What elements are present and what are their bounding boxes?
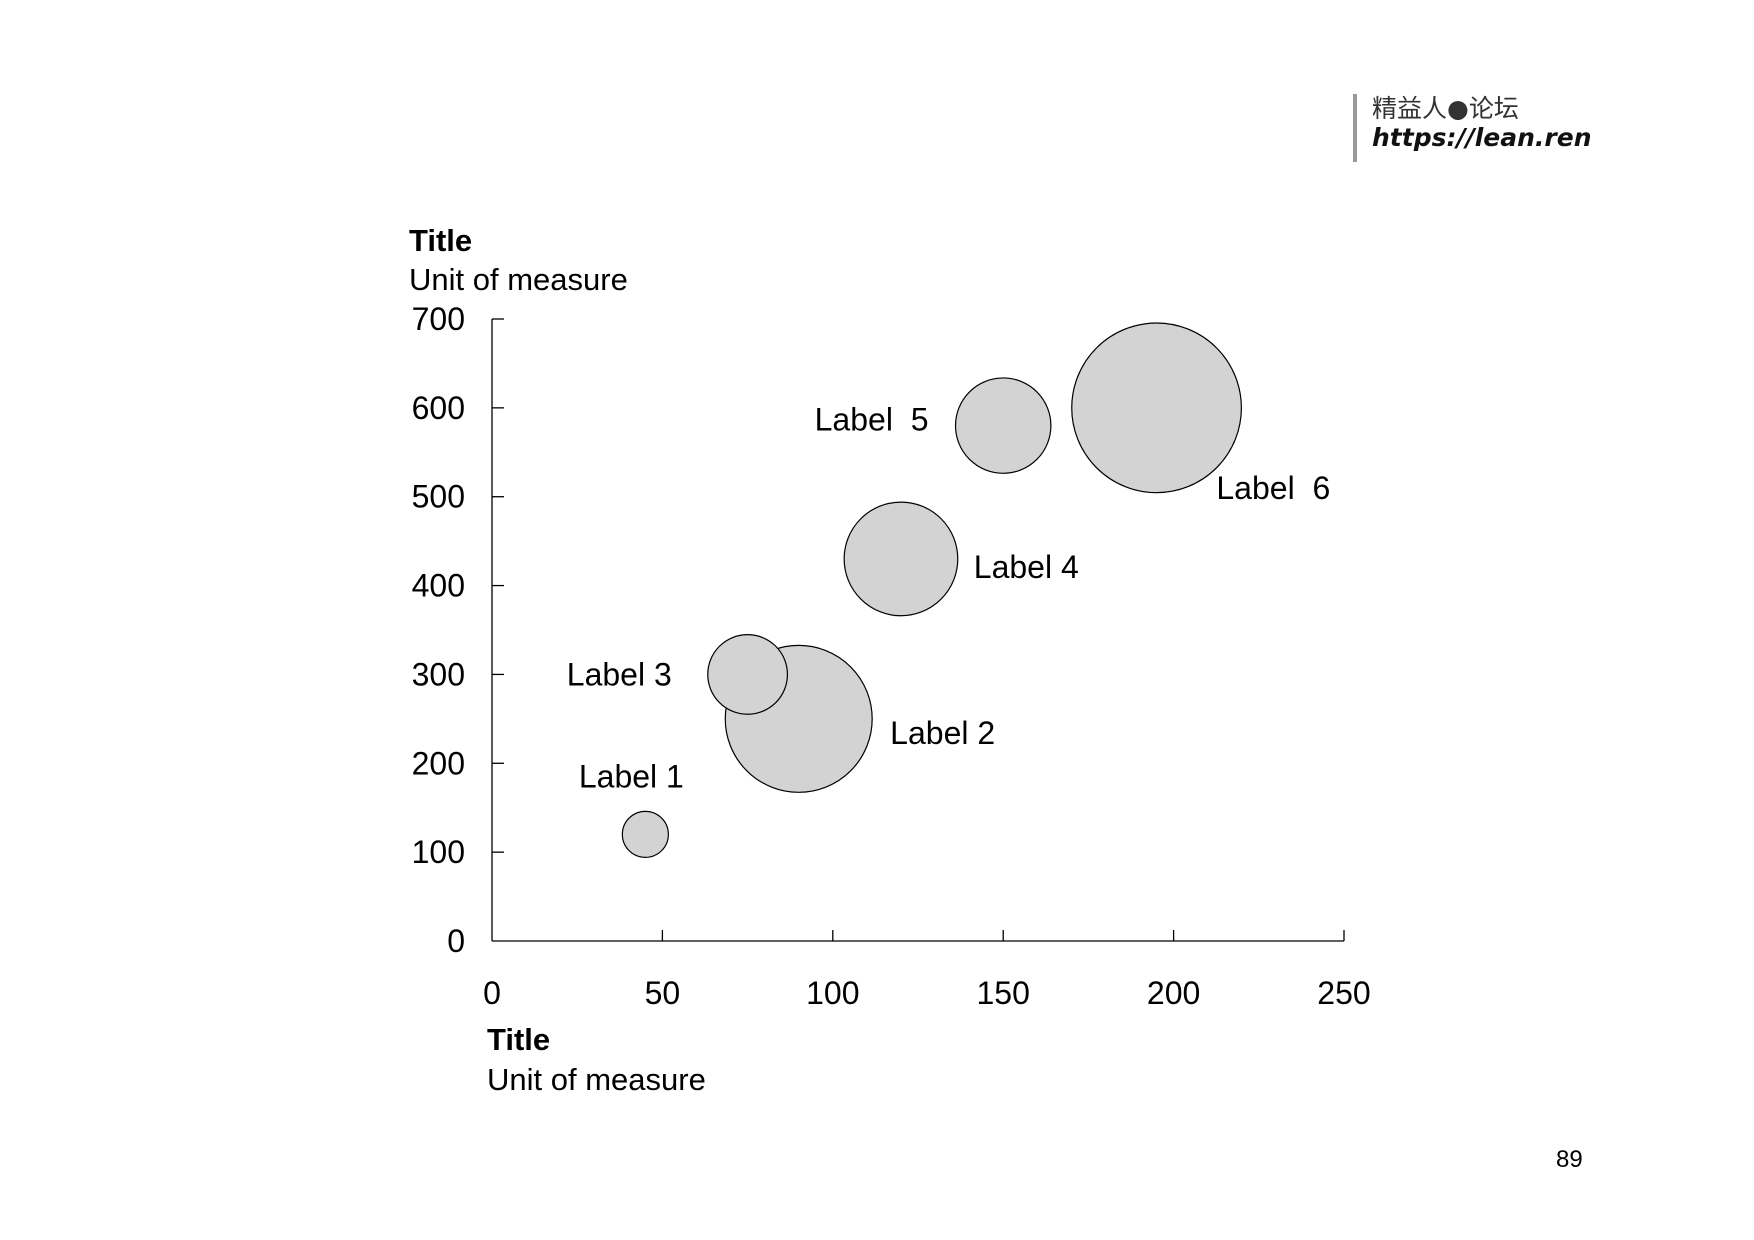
bubble-label: Label 6: [1216, 470, 1330, 506]
bubble-labels-group: Label 1 Label 2 Label 3 Label 4 Label 5 Label…: [567, 402, 1330, 795]
y-tick-label: 700: [412, 301, 465, 337]
bubbles-group: [621, 322, 1242, 858]
bubble-label: Label 1: [579, 758, 684, 794]
bubble-label: Label 3: [567, 656, 672, 692]
x-tick-label: 250: [1317, 975, 1370, 1011]
x-tick-label: 200: [1147, 975, 1200, 1011]
x-axis-title: Title: [487, 1022, 550, 1057]
y-tick-label: 500: [412, 479, 465, 515]
y-tick-label: 300: [412, 656, 465, 692]
x-tick-label: 150: [977, 975, 1030, 1011]
bubble-label: Label 4: [974, 549, 1079, 585]
x-axis-unit: Unit of measure: [487, 1062, 706, 1097]
x-tick-label: 100: [806, 975, 859, 1011]
axes-group: 0 100 200 300 400 500 600 700 0 50 100 150 200 250: [412, 301, 1371, 1011]
y-axis-title: Title: [409, 223, 472, 258]
bubble: [954, 377, 1052, 474]
bubble-label: Label 5: [815, 402, 929, 438]
bubble: [707, 633, 789, 715]
bubble: [1071, 322, 1242, 494]
y-tick-label: 200: [412, 745, 465, 781]
y-tick-label: 600: [412, 390, 465, 426]
page-number: 89: [1556, 1146, 1583, 1173]
bubble: [843, 501, 959, 617]
y-tick-label: 0: [447, 923, 465, 959]
y-tick-label: 400: [412, 568, 465, 604]
x-tick-label: 0: [483, 975, 501, 1011]
y-axis-unit: Unit of measure: [409, 262, 628, 297]
watermark-url: https://lean.ren: [1372, 123, 1592, 152]
x-tick-label: 50: [645, 975, 681, 1011]
y-tick-label: 100: [412, 834, 465, 870]
watermark: 精益人●论坛 https://lean.ren: [1353, 94, 1592, 162]
watermark-forum-name: 精益人●论坛: [1372, 94, 1519, 123]
bubble-label: Label 2: [890, 715, 995, 751]
bubble: [621, 810, 669, 858]
